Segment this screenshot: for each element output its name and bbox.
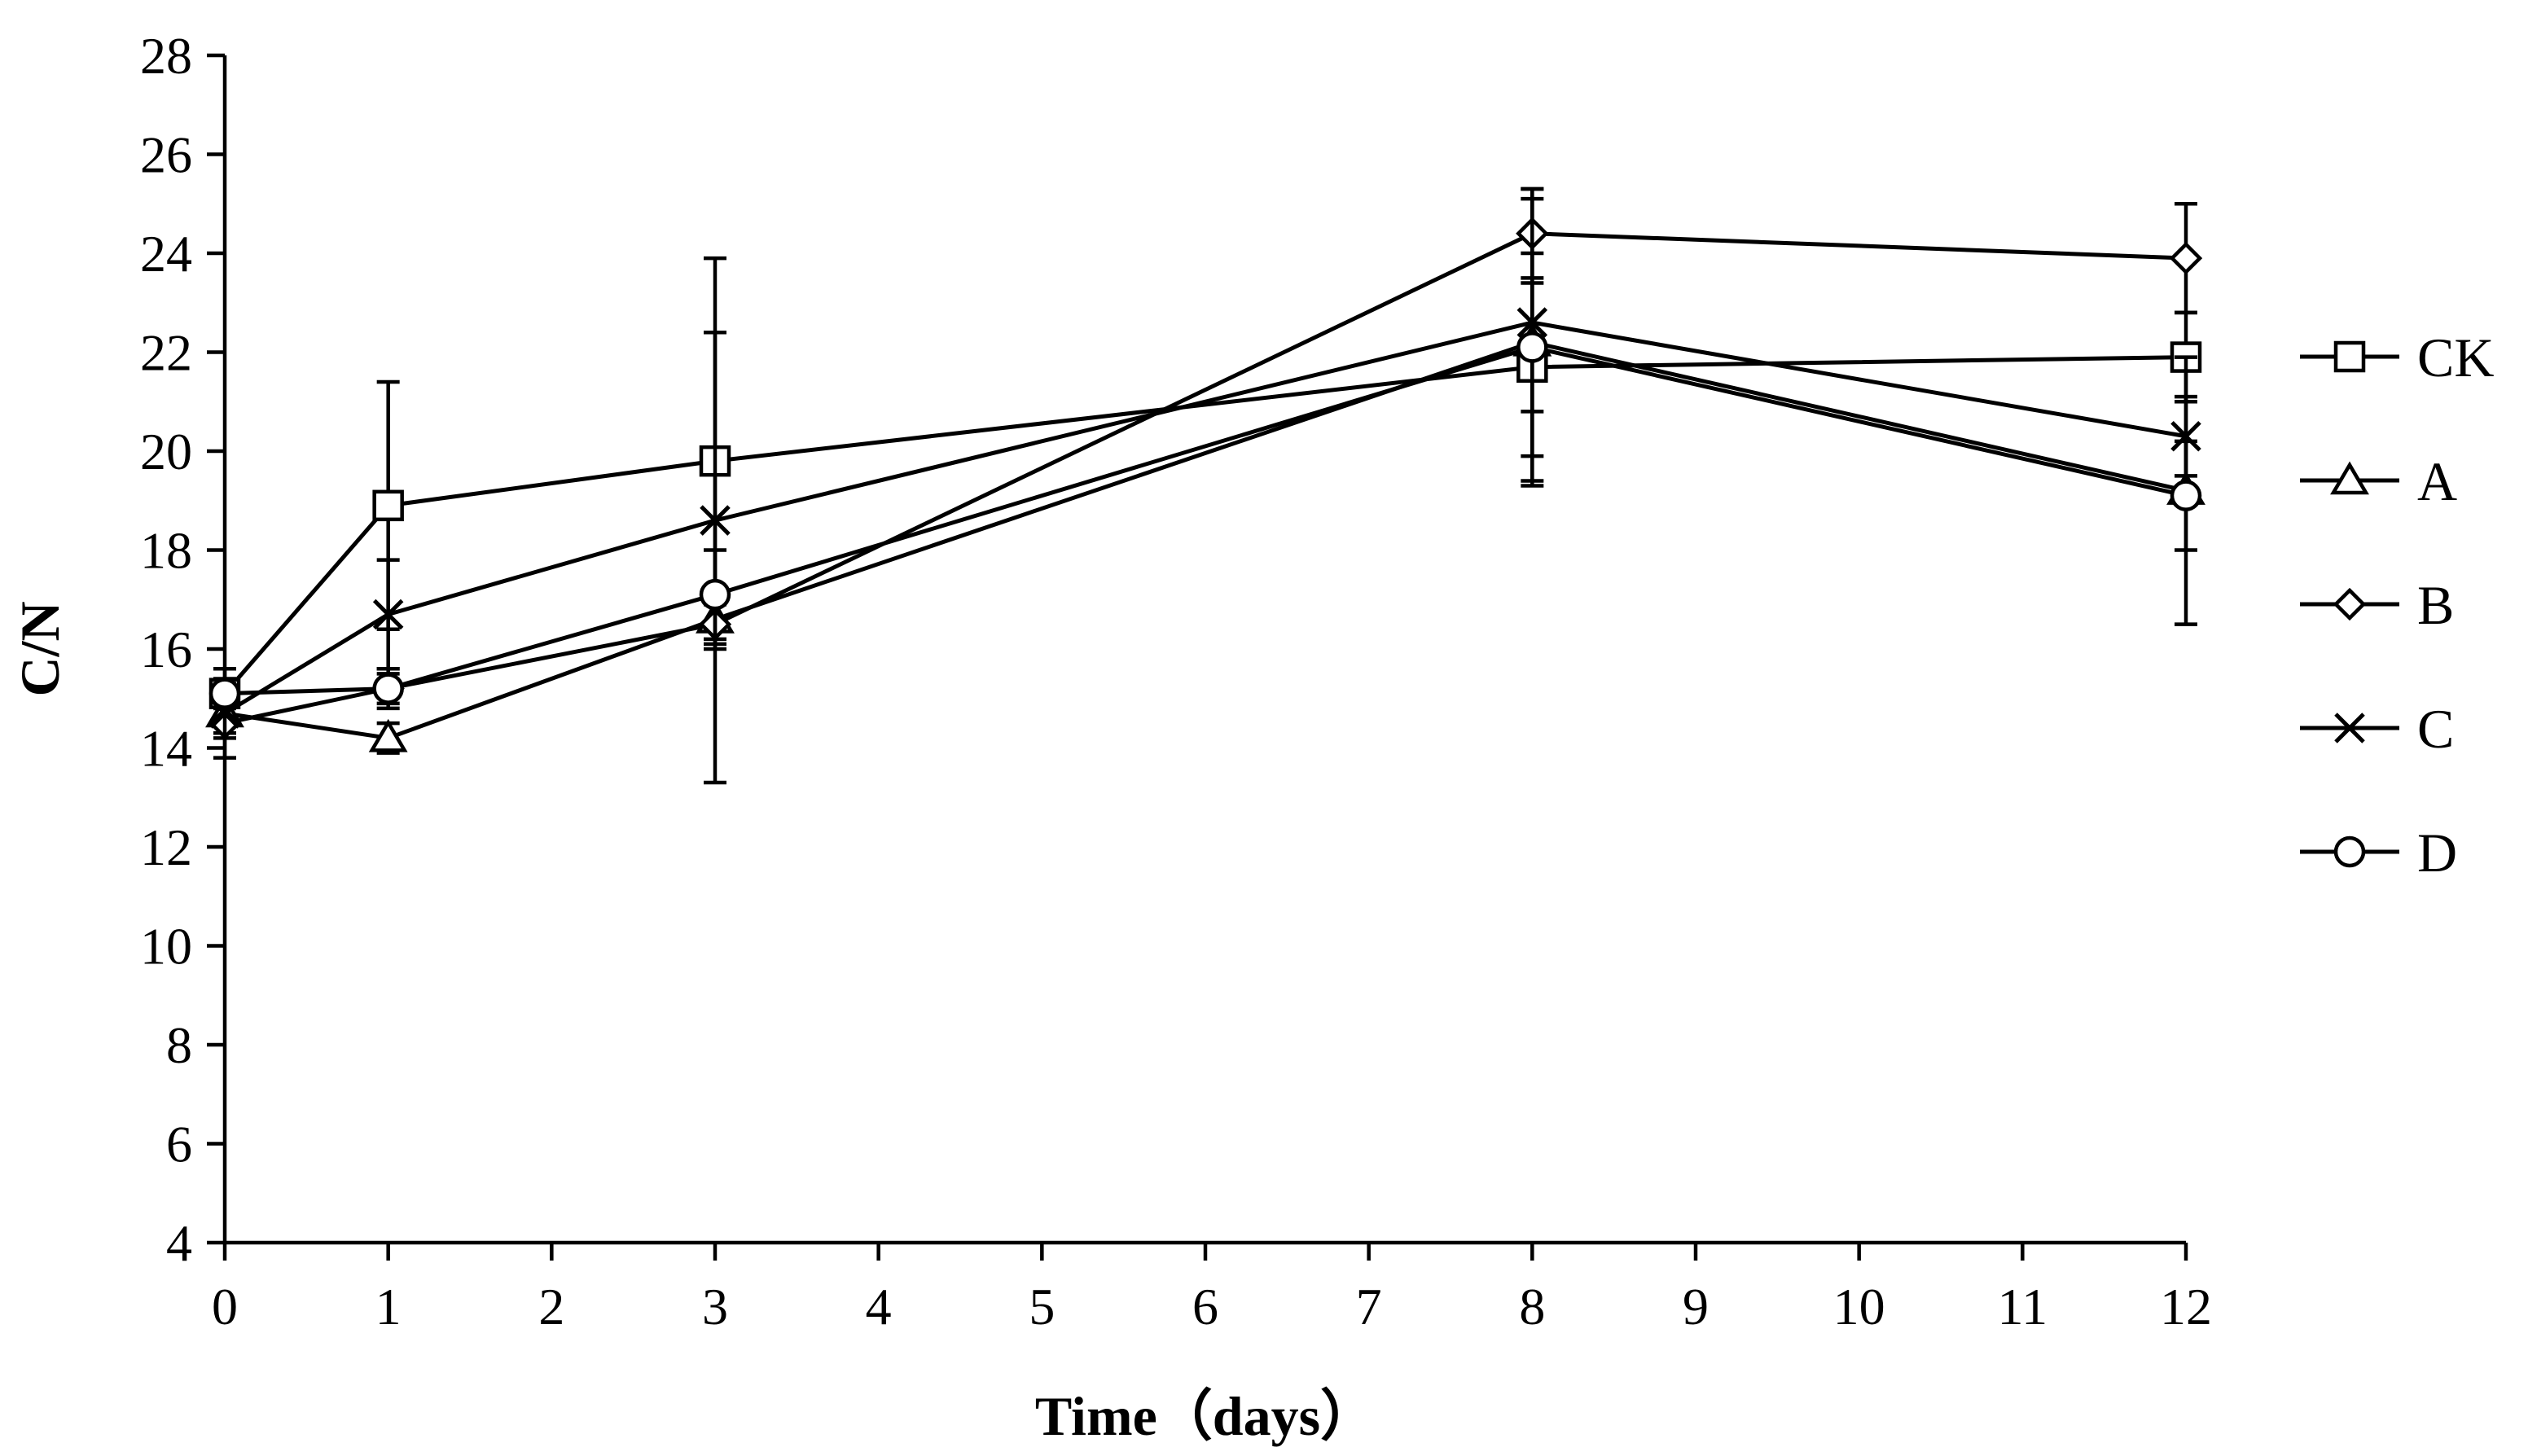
legend-marker — [2333, 835, 2366, 868]
x-tick-label: 6 — [1192, 1278, 1218, 1335]
legend-marker — [2334, 713, 2365, 743]
y-axis-title: C/N — [9, 601, 71, 696]
y-tick-label: 8 — [166, 1016, 192, 1074]
series-a — [205, 196, 2205, 755]
x-tick-label: 4 — [866, 1278, 892, 1335]
series-line-ck — [223, 355, 2187, 695]
x-tick-label: 12 — [2160, 1278, 2212, 1335]
y-tick-label: 20 — [140, 423, 192, 480]
data-point-a — [368, 718, 408, 752]
series-layer — [205, 186, 2205, 785]
y-tick-label: 6 — [166, 1116, 192, 1173]
data-point-c — [700, 505, 731, 536]
legend-label: D — [2417, 822, 2457, 884]
legend-item-a: A — [2300, 450, 2457, 512]
y-tick-label: 28 — [140, 27, 192, 85]
series-line-c — [223, 320, 2187, 716]
legend-label: A — [2417, 450, 2457, 512]
x-tick-label: 7 — [1356, 1278, 1382, 1335]
x-tick-label: 9 — [1683, 1278, 1709, 1335]
data-point-d — [1516, 331, 1548, 363]
legend-label: C — [2417, 698, 2454, 760]
y-tick-label: 16 — [140, 621, 192, 678]
y-tick-label: 18 — [140, 522, 192, 580]
series-line-d — [224, 344, 2187, 696]
y-tick-label: 14 — [140, 720, 192, 778]
legend-marker — [2333, 587, 2367, 621]
data-point-c — [372, 599, 404, 630]
legend-label: B — [2417, 574, 2454, 636]
x-tick-label: 10 — [1833, 1278, 1885, 1335]
y-tick-label: 12 — [140, 818, 192, 876]
data-point-d — [2170, 480, 2202, 511]
data-point-d — [699, 578, 731, 611]
data-point-d — [208, 678, 241, 709]
x-tick-label: 5 — [1029, 1278, 1055, 1335]
legend-marker — [2333, 340, 2366, 373]
series-ck — [208, 251, 2202, 711]
legend-item-b: B — [2300, 574, 2454, 636]
y-tick-label: 26 — [140, 126, 192, 184]
legend-item-d: D — [2300, 822, 2457, 884]
legend-marker — [2330, 461, 2369, 495]
legend-item-ck: CK — [2300, 327, 2494, 388]
x-tick-label: 8 — [1519, 1278, 1545, 1335]
x-tick-label: 2 — [538, 1278, 564, 1335]
x-tick-label: 1 — [375, 1278, 402, 1335]
series-c — [209, 186, 2201, 785]
y-tick-label: 10 — [140, 918, 192, 976]
data-point-c — [2170, 421, 2201, 452]
y-tick-label: 24 — [140, 225, 192, 283]
x-ticks: 0 1 2 3 4 5 6 7 8 9 10 11 12 — [212, 1243, 2212, 1335]
series-d — [208, 281, 2202, 711]
y-tick-label: 22 — [140, 324, 192, 382]
legend-label: CK — [2417, 327, 2494, 388]
x-tick-label: 11 — [1998, 1278, 2048, 1335]
y-tick-label: 4 — [166, 1214, 192, 1272]
x-tick-label: 3 — [702, 1278, 728, 1335]
x-tick-label: 0 — [212, 1278, 238, 1335]
x-axis-title: Time（days） — [1035, 1385, 1376, 1447]
y-ticks: 4 6 8 10 12 14 16 18 20 22 24 26 28 — [140, 27, 225, 1272]
data-point-b — [2169, 241, 2203, 275]
data-point-ck — [372, 489, 404, 522]
data-point-d — [372, 673, 404, 704]
legend-item-c: C — [2300, 698, 2454, 760]
